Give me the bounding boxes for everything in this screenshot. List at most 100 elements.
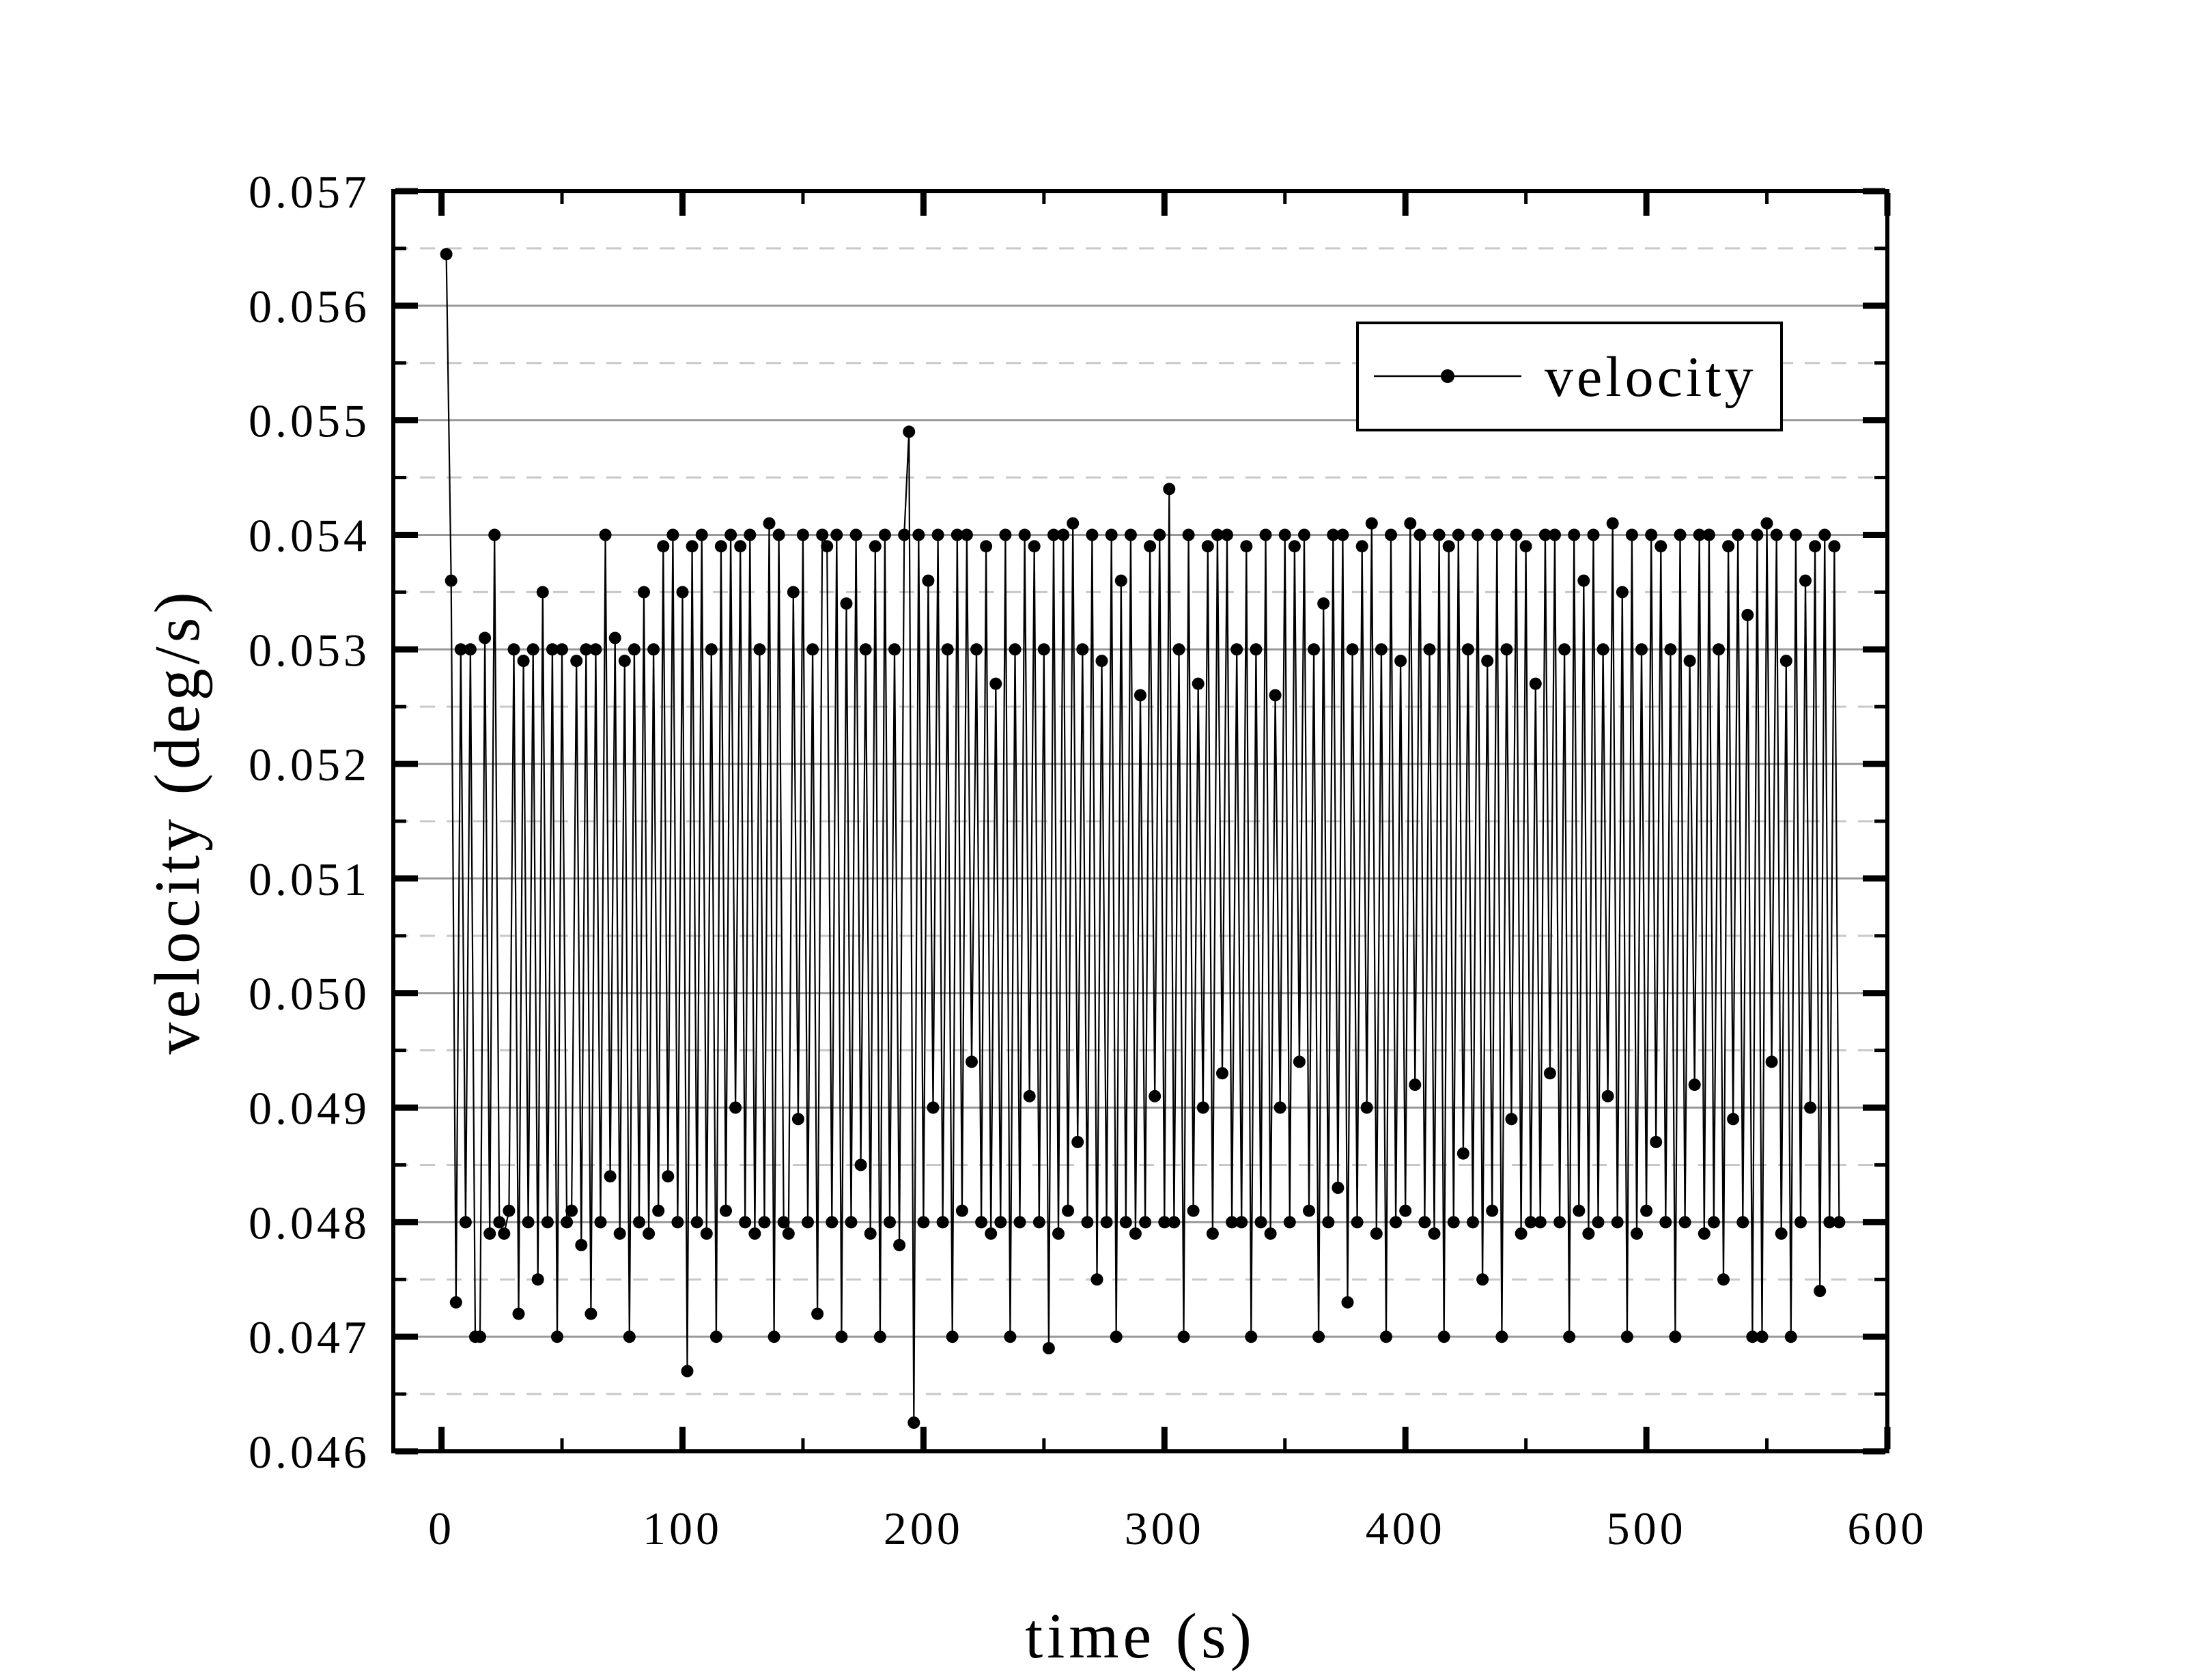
data-point [1693,528,1706,541]
data-point [1418,1216,1431,1229]
data-point [1370,1227,1383,1240]
data-point [927,1101,940,1114]
data-point [903,425,916,438]
data-point [1500,643,1513,656]
data-point [1042,1342,1055,1354]
data-point [1303,1204,1315,1217]
data-point [570,655,583,668]
data-point [686,540,699,553]
data-point [628,643,640,656]
data-point [1221,528,1233,541]
data-point [768,1330,780,1343]
data-point [541,1216,554,1229]
y-tick-label: 0.048 [249,1197,370,1249]
data-point [907,1416,920,1429]
data-point [1423,643,1436,656]
data-point [966,1055,978,1068]
velocity-series [440,248,1846,1429]
data-point [859,643,872,656]
data-point [1659,1216,1672,1229]
data-point [951,528,963,541]
data-point [1114,574,1127,587]
data-point [1283,1216,1296,1229]
data-point [777,1216,790,1229]
data-point [1713,643,1725,656]
data-point [816,528,829,541]
data-point [1144,540,1157,553]
data-point [835,1330,848,1343]
data-point [1577,574,1590,587]
data-point [493,1216,506,1229]
x-tick-label: 100 [643,1503,722,1554]
data-point [1013,1216,1026,1229]
data-point [1596,643,1609,656]
data-point [1770,528,1783,541]
data-point [1495,1330,1508,1343]
data-point [608,631,621,644]
data-point [1688,1079,1701,1091]
data-point [643,1227,656,1240]
data-point [488,528,501,541]
data-point [1655,540,1667,553]
data-point [1611,1216,1624,1229]
data-point [1558,643,1571,656]
data-point [1620,1330,1633,1343]
data-point [1828,540,1841,553]
data-point [1534,1216,1547,1229]
data-point [1390,1216,1403,1229]
data-point [1100,1216,1113,1229]
data-point [1076,643,1089,656]
data-point [1587,528,1600,541]
data-point [589,643,602,656]
data-point [1047,528,1060,541]
y-tick-label: 0.054 [249,510,370,562]
data-point [1119,1216,1132,1229]
data-point [960,528,973,541]
data-point [1789,528,1802,541]
data-point [1736,1216,1749,1229]
data-point [758,1216,771,1229]
data-point [1360,1101,1373,1114]
x-tick-label: 300 [1125,1503,1205,1554]
data-point [729,1101,742,1114]
data-point [791,1113,804,1126]
y-tick-label: 0.052 [249,739,370,791]
data-point [989,677,1002,690]
data-point [782,1227,795,1240]
minor-gridlines [393,247,1887,1395]
data-point [1018,528,1031,541]
axis-ticks [395,188,1891,1455]
data-point [676,586,689,599]
data-point [1818,528,1831,541]
data-point [1631,1227,1643,1240]
data-point [854,1158,867,1171]
x-axis-label: time (s) [1025,1601,1256,1672]
data-point [796,528,809,541]
data-point [936,1216,949,1229]
data-point [1775,1227,1788,1240]
data-point [864,1227,877,1240]
data-point [647,643,660,656]
data-point [565,1204,578,1217]
data-point [613,1227,626,1240]
data-point [1563,1330,1576,1343]
data-point [1616,586,1629,599]
data-point [556,643,568,656]
data-point [994,1216,1007,1229]
data-point [1524,1216,1537,1229]
data-point [1784,1330,1797,1343]
x-tick-label: 400 [1366,1503,1446,1554]
data-point [1573,1204,1586,1217]
data-point [1365,517,1378,530]
data-point [772,528,785,541]
data-point [1071,1135,1084,1148]
data-point [1582,1227,1595,1240]
data-point [1264,1227,1277,1240]
legend-label: velocity [1545,345,1757,409]
data-point [1529,677,1542,690]
data-point [1187,1204,1200,1217]
data-point [561,1216,574,1229]
data-point [695,528,708,541]
